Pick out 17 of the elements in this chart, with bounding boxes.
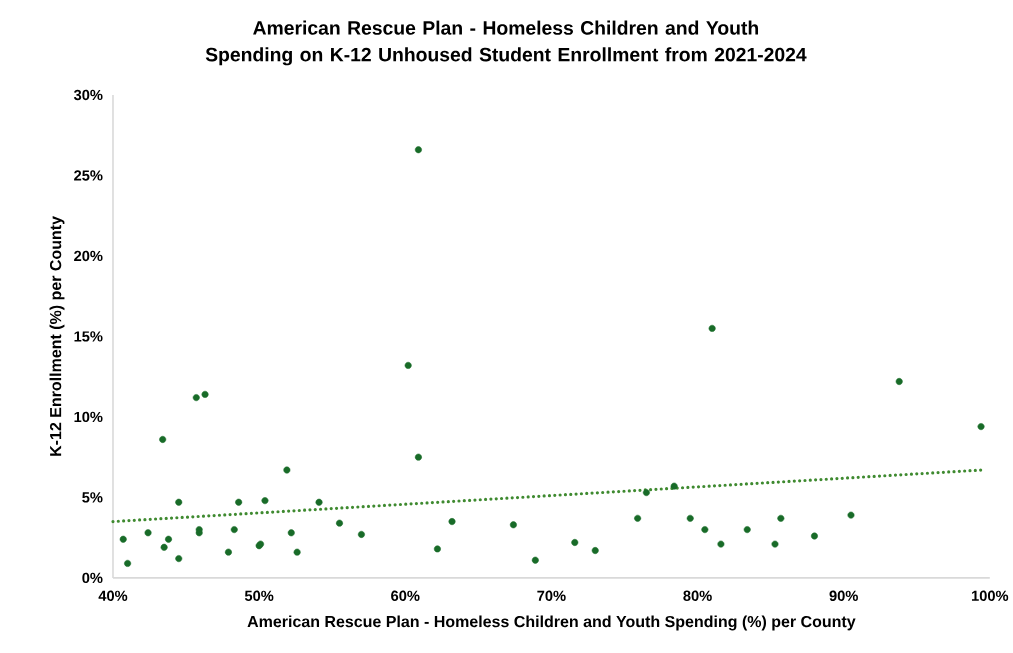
x-tick-label: 50%: [244, 590, 274, 602]
x-tick-label: 100%: [971, 590, 1009, 602]
y-tick-label: 5%: [82, 492, 103, 503]
x-tick-label: 60%: [391, 590, 420, 602]
x-tick-label: 70%: [537, 590, 566, 602]
y-tick-label: 20%: [74, 250, 103, 262]
x-tick-label: 90%: [829, 590, 858, 602]
x-axis-title: American Rescue Plan - Homeless Children and Youth Spending (%) per County: [247, 615, 856, 631]
y-tick-label: 15%: [74, 331, 103, 342]
y-tick-label: 25%: [74, 170, 103, 181]
y-axis-title: K-12 Enrollment (%) per County: [49, 216, 65, 456]
y-tick-label: 30%: [73, 89, 103, 101]
chart-title: American Rescue Plan - Homeless Children and Youth Spending on K-12 Unhoused Student Enrollment from 2021-2024: [205, 20, 807, 66]
y-tick-label: 0%: [82, 572, 103, 584]
y-tick-label: 10%: [74, 411, 103, 423]
x-tick-label: 40%: [98, 590, 128, 602]
x-tick-label: 80%: [683, 590, 712, 602]
